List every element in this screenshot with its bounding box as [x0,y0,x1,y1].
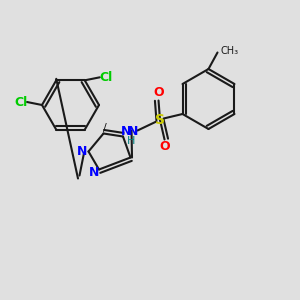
Text: Cl: Cl [14,95,28,109]
Text: O: O [159,140,170,154]
Text: S: S [155,113,165,127]
Text: O: O [153,86,164,100]
Text: N: N [121,125,131,139]
Text: CH₃: CH₃ [220,46,238,56]
Text: N: N [128,125,138,139]
Text: /: / [103,123,107,133]
Text: N: N [77,145,88,158]
Text: Cl: Cl [99,71,112,84]
Text: H: H [127,136,136,146]
Text: N: N [89,166,100,179]
